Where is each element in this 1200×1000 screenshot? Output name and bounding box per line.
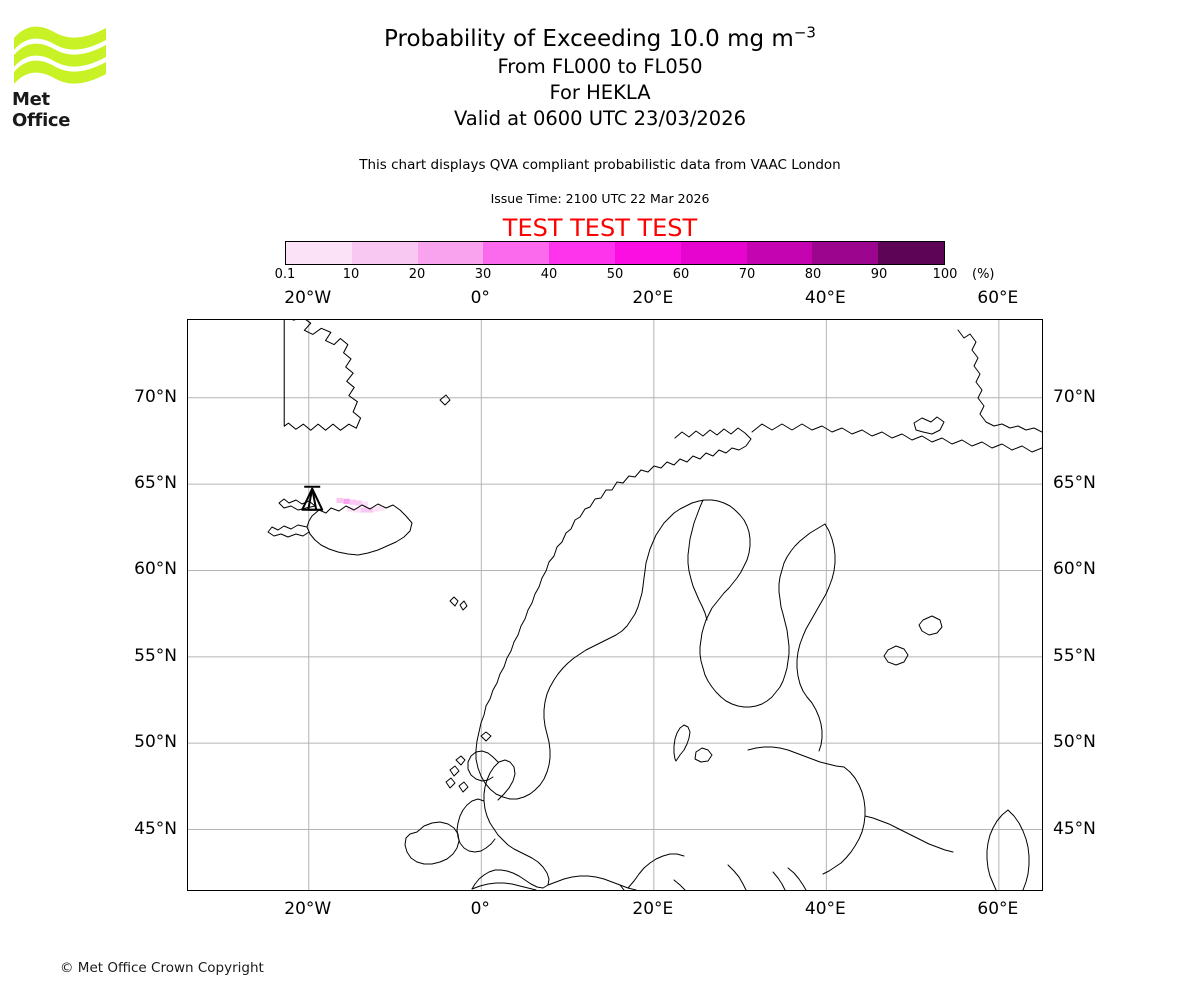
- lat-label-left-60°N: 60°N: [134, 559, 177, 580]
- colorbar-tick-70: 70: [738, 267, 756, 282]
- copyright-notice: © Met Office Crown Copyright: [60, 960, 264, 976]
- lon-label-bottom-60°E: 60°E: [977, 899, 1019, 919]
- ash-cell-0: [336, 497, 344, 504]
- lat-label-left-65°N: 65°N: [134, 473, 177, 494]
- colorbar-band-8: [812, 242, 879, 264]
- ash-cell-5: [346, 506, 354, 512]
- flight-level-line: From FL000 to FL050: [497, 55, 703, 78]
- lon-label-bottom-20°E: 20°E: [632, 899, 674, 919]
- lon-label-top-20°E: 20°E: [632, 288, 674, 308]
- colorbar-tick-60: 60: [672, 267, 690, 282]
- map-plot-area: [187, 319, 1043, 891]
- colorbar-band-5: [614, 242, 681, 264]
- probability-colorbar: 0.1 10 20 30 40 50 60 70 80 90 100: [275, 241, 957, 282]
- graticule-gridlines: [188, 320, 1042, 890]
- ash-cell-9: [372, 506, 380, 512]
- main-title-text: Probability of Exceeding 10.0 mg m: [384, 26, 794, 52]
- met-office-logo: Met Office: [12, 22, 112, 131]
- colorbar-tick-100: 100: [932, 267, 958, 282]
- hekla-volcano-marker: [301, 485, 324, 511]
- colorbar-tick-80: 80: [804, 267, 822, 282]
- lat-label-left-70°N: 70°N: [134, 386, 177, 407]
- ash-cell-10: [377, 505, 385, 511]
- lat-label-left-50°N: 50°N: [134, 732, 177, 753]
- colorbar-tick-labels: 0.1 10 20 30 40 50 60 70 80 90 100: [275, 267, 958, 285]
- lon-label-top-40°E: 40°E: [804, 288, 846, 308]
- ash-probability-layer: [336, 497, 385, 513]
- colorbar-tick-20: 20: [408, 267, 426, 282]
- lat-label-right-50°N: 50°N: [1053, 732, 1096, 753]
- lon-label-top-0°: 0°: [470, 288, 490, 308]
- ash-cell-7: [360, 507, 368, 513]
- main-title: Probability of Exceeding 10.0 mg m−3: [0, 24, 1200, 54]
- map-canvas: [188, 320, 1042, 890]
- colorbar-tick-30: 30: [474, 267, 492, 282]
- chart-title-block: Probability of Exceeding 10.0 mg m−3 Fro…: [0, 24, 1200, 132]
- ash-cell-8: [366, 507, 374, 513]
- lat-label-left-45°N: 45°N: [134, 818, 177, 839]
- colorbar-tick-40: 40: [540, 267, 558, 282]
- colorbar-band-4: [549, 242, 615, 264]
- volcano-name-line: For HEKLA: [549, 81, 651, 104]
- test-banner: TEST TEST TEST: [502, 214, 698, 242]
- colorbar-tick-10: 10: [342, 267, 360, 282]
- colorbar-tick-90: 90: [870, 267, 888, 282]
- lat-label-left-55°N: 55°N: [134, 645, 177, 666]
- lat-label-right-55°N: 55°N: [1053, 645, 1096, 666]
- qva-compliance-note: This chart displays QVA compliant probab…: [359, 157, 841, 173]
- colorbar-gradient: [285, 241, 945, 265]
- met-office-logo-text: Met Office: [12, 89, 71, 131]
- ash-cell-6: [353, 507, 361, 513]
- lat-label-right-70°N: 70°N: [1053, 386, 1096, 407]
- colorbar-band-9: [878, 242, 944, 264]
- ash-cell-3: [355, 500, 363, 506]
- colorbar-band-1: [351, 242, 418, 264]
- ash-cell-4: [361, 501, 369, 507]
- valid-time-line: Valid at 0600 UTC 23/03/2026: [453, 107, 747, 130]
- lat-label-right-65°N: 65°N: [1053, 473, 1096, 494]
- colorbar-band-6: [680, 242, 747, 264]
- colorbar-tick-50: 50: [606, 267, 624, 282]
- met-office-wave-logo-mark: [14, 26, 106, 84]
- main-title-superscript: −3: [793, 23, 816, 42]
- colorbar-unit-label: (%): [972, 267, 995, 282]
- ash-cell-1: [343, 498, 351, 504]
- colorbar-band-2: [417, 242, 484, 264]
- issue-time-label: Issue Time: 2100 UTC 22 Mar 2026: [490, 191, 710, 206]
- lat-label-right-60°N: 60°N: [1053, 559, 1096, 580]
- lon-label-bottom-20°W: 20°W: [284, 899, 332, 919]
- ash-cell-2: [349, 499, 357, 505]
- colorbar-band-7: [746, 242, 813, 264]
- lon-label-bottom-40°E: 40°E: [804, 899, 846, 919]
- colorbar-tick-0-1: 0.1: [274, 267, 296, 282]
- lon-label-bottom-0°: 0°: [470, 899, 490, 919]
- lon-label-top-60°E: 60°E: [977, 288, 1019, 308]
- colorbar-band-3: [483, 242, 550, 264]
- lon-label-top-20°W: 20°W: [284, 288, 332, 308]
- coastline-layer: [267, 320, 1042, 890]
- lat-label-right-45°N: 45°N: [1053, 818, 1096, 839]
- colorbar-band-0: [286, 242, 352, 264]
